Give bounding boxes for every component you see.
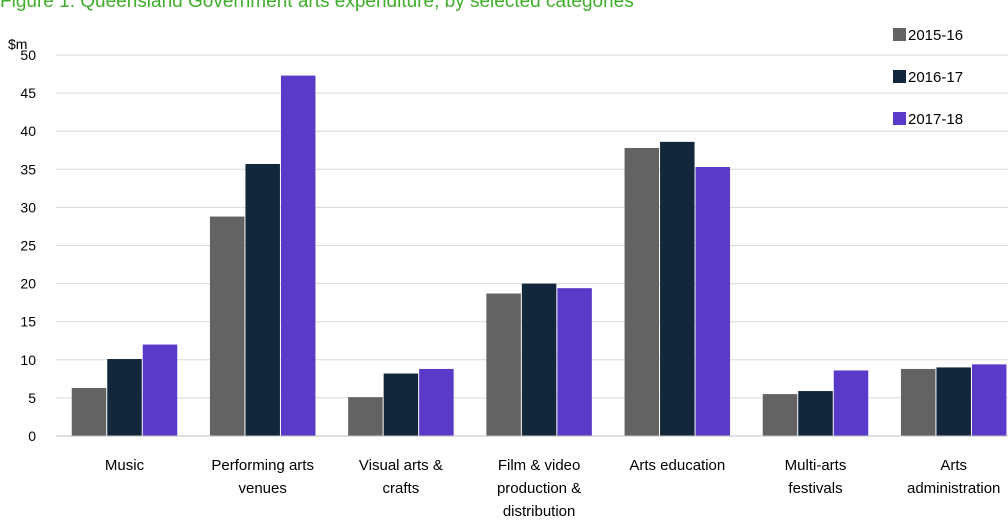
legend-swatch-2015-16 <box>893 28 906 41</box>
x-category-label: Arts <box>940 457 967 474</box>
legend-label: 2015-16 <box>908 27 963 44</box>
y-tick-label: 15 <box>20 314 36 330</box>
y-tick-label: 30 <box>20 199 36 215</box>
bar-2015-16-3 <box>486 293 521 436</box>
bar-2015-16-6 <box>900 368 936 436</box>
y-tick-label: 10 <box>20 352 36 368</box>
bar-2016-17-1 <box>245 163 280 436</box>
bar-2015-16-5 <box>762 394 798 436</box>
bar-2015-16-0 <box>71 387 107 436</box>
y-tick-label: 25 <box>20 238 36 254</box>
y-tick-label: 5 <box>28 390 36 406</box>
x-category-label: Film & video <box>498 457 581 474</box>
x-axis-categories: Music Performing arts venues Visual arts & c… <box>105 457 1000 520</box>
bar-2016-17-4 <box>660 141 695 437</box>
x-category-label: Visual arts & <box>359 457 443 474</box>
bar-2017-18-6 <box>971 364 1007 436</box>
x-category-label: crafts <box>383 480 420 497</box>
x-category-label: Multi-arts <box>785 457 847 474</box>
bar-2017-18-3 <box>557 288 592 436</box>
x-category-label: production & <box>497 480 581 497</box>
bar-2016-17-2 <box>383 373 419 436</box>
x-category-label: Performing arts <box>211 457 314 474</box>
bar-2016-17-6 <box>936 367 971 436</box>
y-tick-label: 40 <box>20 123 36 139</box>
x-category-label: venues <box>239 480 287 497</box>
legend: 2015-16 2016-17 2017-18 <box>893 27 963 128</box>
bar-2017-18-1 <box>280 75 316 436</box>
y-tick-label: 45 <box>20 85 36 101</box>
x-category-label: Arts education <box>629 457 725 474</box>
bar-2015-16-2 <box>348 397 383 436</box>
y-axis-ticks: 0 5 10 15 20 25 30 35 40 45 50 <box>20 47 36 444</box>
legend-swatch-2017-18 <box>893 112 906 125</box>
bar-2017-18-4 <box>695 167 731 436</box>
bar-2017-18-0 <box>142 344 178 436</box>
y-tick-label: 20 <box>20 276 36 292</box>
x-category-label: distribution <box>503 503 576 520</box>
x-category-label: administration <box>907 480 1000 497</box>
bar-2015-16-4 <box>624 147 660 437</box>
x-category-label: Music <box>105 457 145 474</box>
y-tick-label: 0 <box>28 428 36 444</box>
legend-swatch-2016-17 <box>893 70 906 83</box>
bar-2016-17-5 <box>798 391 833 436</box>
bar-2015-16-1 <box>209 216 245 436</box>
y-axis-label: $m <box>8 36 27 52</box>
x-category-label: festivals <box>788 480 842 497</box>
legend-label: 2017-18 <box>908 111 963 128</box>
bars <box>71 75 1007 437</box>
bar-2016-17-0 <box>107 359 142 436</box>
bar-2017-18-2 <box>419 368 454 436</box>
legend-label: 2016-17 <box>908 69 963 86</box>
y-tick-label: 50 <box>20 47 36 63</box>
bar-2016-17-3 <box>521 283 557 436</box>
chart-title: Figure 1: Queensland Government arts exp… <box>0 0 634 12</box>
y-tick-label: 35 <box>20 161 36 177</box>
bar-2017-18-5 <box>833 370 869 436</box>
